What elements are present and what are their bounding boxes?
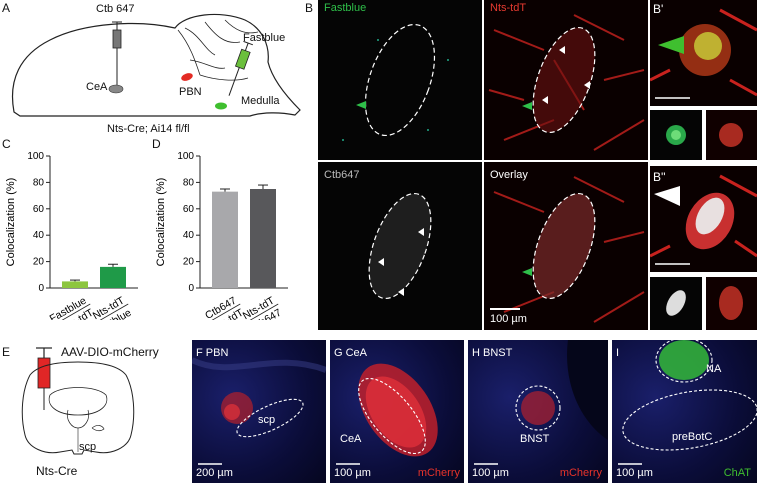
panel-e-letter: E bbox=[2, 345, 11, 359]
coronal-section-diagram bbox=[21, 347, 135, 455]
ctb647-image: Ctb647 bbox=[318, 162, 482, 330]
y-tick-label: 40 bbox=[33, 230, 45, 241]
ctb-channel-label: Ctb647 bbox=[324, 169, 360, 181]
prebotc-panel-label: I bbox=[616, 347, 620, 359]
y-tick-label: 20 bbox=[33, 257, 45, 268]
b-prime-red-inset bbox=[706, 110, 757, 160]
nts-channel-label: Nts-tdT bbox=[490, 2, 527, 14]
category-divider bbox=[198, 303, 241, 320]
mouse-label: Nts-Cre bbox=[36, 464, 78, 478]
bnst-image: H BNST BNST 100 µm mCherry bbox=[468, 340, 608, 483]
overlay-label: Overlay bbox=[490, 169, 528, 181]
y-tick-label: 80 bbox=[183, 177, 195, 188]
bnst-scale-label: 100 µm bbox=[472, 467, 509, 479]
panel-d-letter: D bbox=[152, 137, 161, 151]
bar bbox=[100, 266, 126, 288]
panel-b-letter: B bbox=[305, 1, 314, 15]
bar bbox=[62, 281, 88, 288]
prebotc-marker-label: ChAT bbox=[723, 467, 751, 479]
y-tick-label: 100 bbox=[177, 151, 194, 162]
bar bbox=[250, 189, 276, 288]
pbn-panel-label: F PBN bbox=[196, 347, 229, 359]
b-double-prime-label: B'' bbox=[653, 170, 666, 184]
bnst-marker-label: mCherry bbox=[559, 467, 602, 479]
y-tick-label: 40 bbox=[183, 230, 195, 241]
scp-label: scp bbox=[79, 441, 97, 453]
fastblue-channel-label: Fastblue bbox=[324, 2, 367, 14]
bar bbox=[212, 191, 238, 288]
b-double-prime-white-inset bbox=[650, 277, 702, 330]
y-tick-label: 60 bbox=[33, 204, 45, 215]
y-tick-label: 0 bbox=[188, 283, 194, 294]
y-tick-label: 20 bbox=[183, 257, 195, 268]
y-tick-label: 0 bbox=[38, 283, 44, 294]
bnst-region-label: BNST bbox=[520, 433, 550, 445]
b-prime-green-inset bbox=[650, 110, 702, 160]
chart-d: Colocalization (%) 0 20 40 60 80 100 Ctb647 Nts-… bbox=[155, 151, 288, 320]
brain-sagittal-diagram bbox=[11, 13, 301, 117]
category-divider bbox=[86, 303, 129, 320]
panel-c-letter: C bbox=[2, 137, 11, 151]
virus-label: AAV-DIO-mCherry bbox=[61, 345, 159, 359]
cea-label: CeA bbox=[86, 81, 108, 93]
medulla-label: Medulla bbox=[241, 95, 280, 107]
panel-a-letter: A bbox=[2, 1, 11, 15]
y-tick-label: 80 bbox=[33, 177, 45, 188]
b-double-prime-image: B'' bbox=[650, 166, 757, 272]
chart-c: Colocalization (%) 0 20 40 60 80 100 Fastblue Nt… bbox=[5, 151, 138, 320]
pbn-label: PBN bbox=[179, 86, 202, 98]
bnst-panel-label: H BNST bbox=[472, 347, 513, 359]
y-axis-label: Colocalization (%) bbox=[5, 178, 17, 267]
na-region-label: NA bbox=[706, 363, 722, 375]
cea-marker-label: mCherry bbox=[417, 467, 460, 479]
category-divider bbox=[48, 303, 91, 320]
b-double-prime-red-inset bbox=[706, 277, 757, 330]
prebotc-image: I NA preBotC 100 µm ChAT bbox=[612, 340, 757, 483]
mouse-line-label: Nts-Cre; Ai14 fl/fl bbox=[107, 123, 190, 135]
b-prime-label: B' bbox=[653, 2, 664, 16]
cea-scale-label: 100 µm bbox=[334, 467, 371, 479]
pbn-image: F PBN scp 200 µm bbox=[192, 340, 326, 483]
pbn-scp-label: scp bbox=[258, 414, 276, 426]
overlay-image: Overlay 100 µm bbox=[484, 162, 648, 330]
prebotc-scale-label: 100 µm bbox=[616, 467, 653, 479]
cea-region-label: CeA bbox=[340, 433, 362, 445]
nts-tdt-image: Nts-tdT bbox=[484, 0, 648, 160]
pbn-scale-label: 200 µm bbox=[196, 467, 233, 479]
b-prime-image: B' bbox=[650, 0, 757, 106]
prebotc-region-label: preBotC bbox=[672, 431, 713, 443]
fastblue-image: Fastblue bbox=[318, 0, 482, 160]
category-divider bbox=[236, 303, 279, 320]
ctb647-label: Ctb 647 bbox=[96, 3, 135, 15]
y-tick-label: 100 bbox=[27, 151, 44, 162]
cea-image: G CeA CeA 100 µm mCherry bbox=[330, 340, 464, 483]
cea-panel-label: G CeA bbox=[334, 347, 368, 359]
y-axis-label: Colocalization (%) bbox=[155, 178, 167, 267]
scale-bar-label: 100 µm bbox=[490, 313, 527, 325]
y-tick-label: 60 bbox=[183, 204, 195, 215]
fastblue-label: Fastblue bbox=[243, 32, 286, 44]
scale-bar bbox=[490, 308, 520, 310]
